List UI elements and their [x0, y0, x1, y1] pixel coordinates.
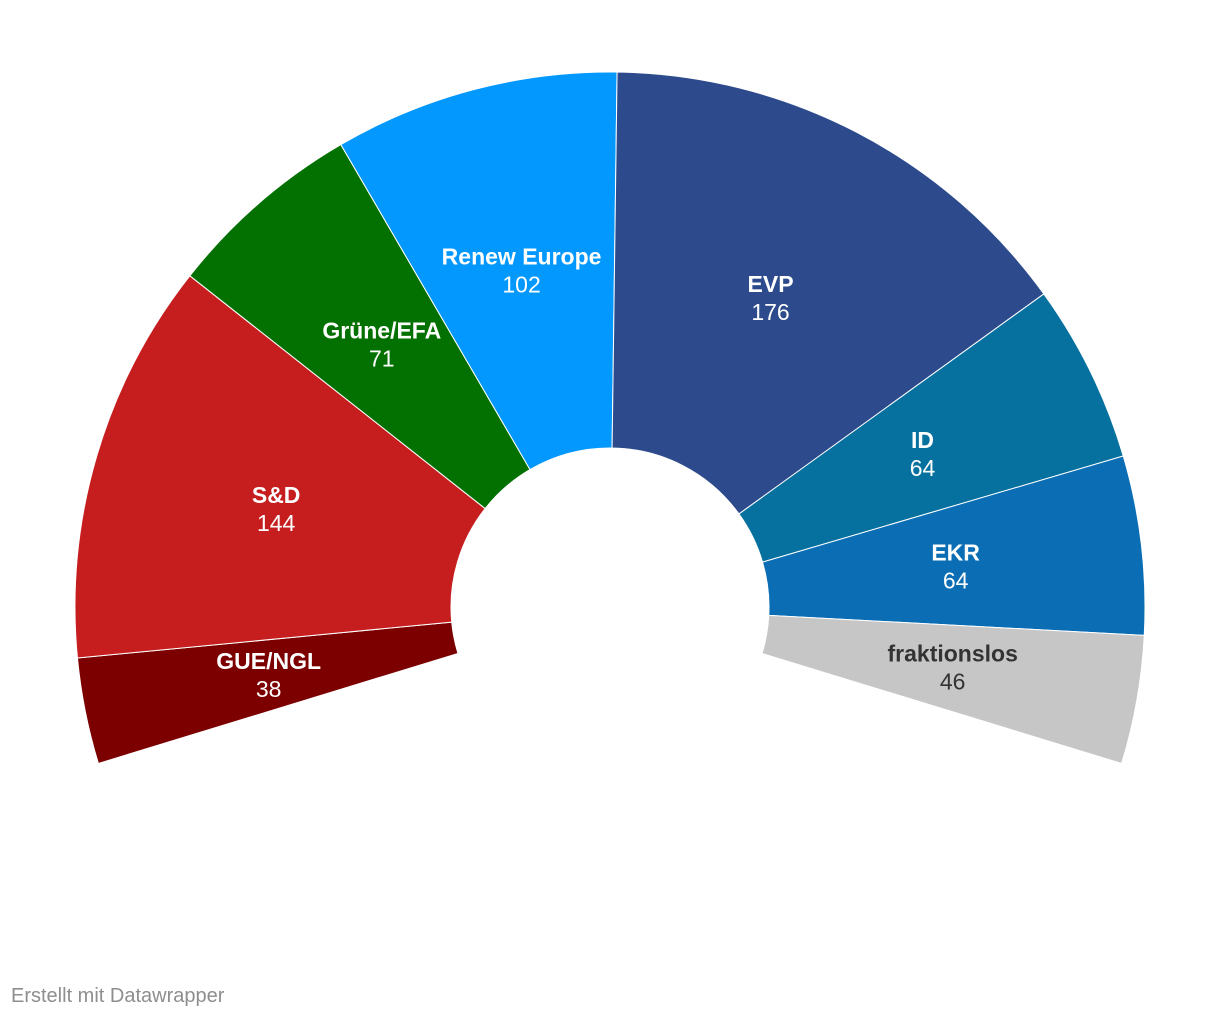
- segment-value-gue-ngl: 38: [256, 676, 282, 702]
- segment-value-evp: 176: [751, 299, 789, 325]
- segment-value-id: 64: [910, 455, 936, 481]
- segment-s-d: [74, 275, 486, 659]
- segment-fraktionslos: [761, 614, 1145, 765]
- segment-gr-ne-efa: [189, 143, 531, 510]
- segment-label-gue-ngl: GUE/NGL: [216, 648, 321, 674]
- segment-value-gr-ne-efa: 71: [369, 345, 395, 371]
- segment-value-renew-europe: 102: [502, 271, 540, 297]
- credit-text: Erstellt mit Datawrapper: [11, 985, 225, 1007]
- segment-value-fraktionslos: 46: [940, 669, 966, 695]
- segment-label-id: ID: [911, 427, 934, 453]
- segment-label-ekr: EKR: [931, 540, 980, 566]
- segment-value-s-d: 144: [257, 510, 296, 536]
- segment-label-renew-europe: Renew Europe: [442, 243, 602, 269]
- segment-evp: [611, 71, 1045, 515]
- segment-renew-europe: [340, 71, 618, 471]
- segment-label-evp: EVP: [748, 271, 794, 297]
- segment-label-gr-ne-efa: Grüne/EFA: [322, 317, 441, 343]
- segment-label-s-d: S&D: [252, 482, 301, 508]
- segment-value-ekr: 64: [943, 568, 969, 594]
- chart-segments: [74, 71, 1146, 765]
- segment-label-fraktionslos: fraktionslos: [888, 641, 1018, 667]
